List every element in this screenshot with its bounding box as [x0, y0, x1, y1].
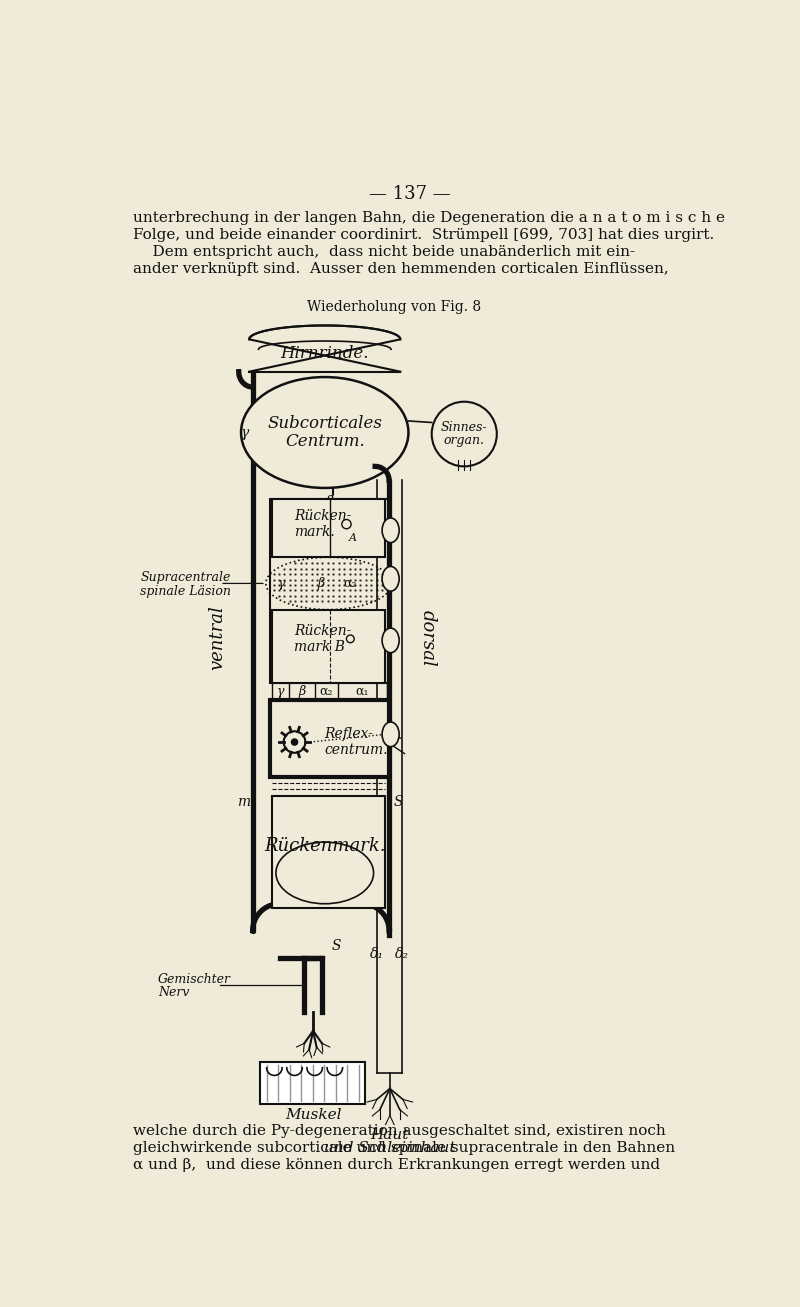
Text: ander verknüpft sind.  Ausser den hemmenden corticalen Einflüssen,: ander verknüpft sind. Ausser den hemmend… — [133, 263, 668, 276]
Text: mark.: mark. — [294, 525, 334, 538]
Ellipse shape — [241, 376, 409, 488]
Ellipse shape — [382, 518, 399, 542]
Text: Wiederholung von Fig. 8: Wiederholung von Fig. 8 — [307, 301, 482, 314]
Bar — [270, 499, 389, 682]
Text: γ: γ — [277, 685, 284, 698]
Text: gleichwirkende subcorticale und spinale supracentrale in den Bahnen: gleichwirkende subcorticale und spinale … — [133, 1141, 674, 1155]
Ellipse shape — [382, 629, 399, 652]
Circle shape — [284, 731, 306, 753]
Bar — [270, 699, 389, 776]
Text: γ: γ — [241, 426, 249, 439]
Text: organ.: organ. — [444, 434, 485, 447]
Bar — [272, 796, 386, 907]
Bar — [261, 1061, 365, 1104]
Text: unterbrechung in der langen Bahn, die Degeneration die a n a t o m i s c h e: unterbrechung in der langen Bahn, die De… — [133, 212, 725, 225]
Text: Reflex-: Reflex- — [324, 727, 373, 741]
Text: und Schleimhaut: und Schleimhaut — [324, 1141, 456, 1155]
Text: A: A — [349, 533, 357, 542]
Text: ventral: ventral — [209, 605, 227, 670]
Ellipse shape — [382, 566, 399, 591]
Text: Rückenmark.: Rückenmark. — [264, 836, 386, 855]
Ellipse shape — [382, 721, 399, 746]
Text: α₂: α₂ — [319, 685, 333, 698]
Circle shape — [342, 519, 351, 529]
Text: mark B: mark B — [294, 639, 345, 654]
Text: β: β — [298, 685, 306, 698]
Text: S: S — [394, 795, 403, 809]
Text: centrum.: centrum. — [324, 742, 387, 757]
Text: Centrum.: Centrum. — [285, 433, 365, 450]
Text: Hirnrinde.: Hirnrinde. — [281, 345, 369, 362]
Text: α und β,  und diese können durch Erkrankungen erregt werden und: α und β, und diese können durch Erkranku… — [133, 1158, 660, 1172]
Text: Rücken-: Rücken- — [294, 510, 351, 523]
Text: welche durch die Py-degeneration ausgeschaltet sind, existiren noch: welche durch die Py-degeneration ausgesc… — [133, 1124, 666, 1138]
Text: Dem entspricht auch,  dass nicht beide unabänderlich mit ein-: Dem entspricht auch, dass nicht beide un… — [133, 246, 634, 259]
Text: δ₂: δ₂ — [395, 946, 410, 961]
Text: β: β — [318, 576, 325, 589]
Text: α₁: α₁ — [355, 685, 369, 698]
Text: Sinnes-: Sinnes- — [441, 421, 487, 434]
Text: δ₁: δ₁ — [370, 946, 385, 961]
Text: Folge, und beide einander coordinirt.  Strümpell [699, 703] hat dies urgirt.: Folge, und beide einander coordinirt. St… — [133, 229, 714, 242]
Text: dorsal: dorsal — [419, 609, 437, 667]
Bar — [272, 499, 386, 557]
Text: Muskel: Muskel — [285, 1108, 342, 1123]
Polygon shape — [249, 325, 400, 371]
Text: Nerv: Nerv — [158, 985, 190, 999]
Circle shape — [291, 738, 298, 745]
Text: β: β — [326, 495, 334, 508]
Bar — [272, 609, 386, 682]
Text: m: m — [237, 795, 250, 809]
Circle shape — [346, 635, 354, 643]
Text: γ: γ — [278, 576, 285, 589]
Text: Rücken-: Rücken- — [294, 625, 351, 638]
Text: Subcorticales: Subcorticales — [267, 414, 382, 431]
Text: spinale Läsion: spinale Läsion — [140, 584, 231, 597]
Text: Haut: Haut — [370, 1128, 409, 1142]
Text: Gemischter: Gemischter — [158, 972, 231, 985]
Text: α₂: α₂ — [343, 576, 357, 589]
Text: Supracentrale: Supracentrale — [140, 571, 230, 584]
Circle shape — [432, 401, 497, 467]
Text: — 137 —: — 137 — — [369, 184, 451, 203]
Text: S: S — [332, 940, 341, 953]
